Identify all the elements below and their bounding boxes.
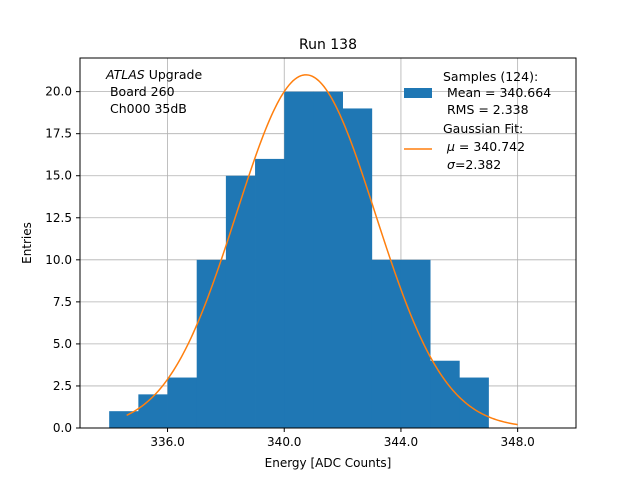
y-axis-ticks: 0.0 2.5 5.0 7.5 10.0 12.5 15.0 17.5 20.0 [45,85,80,435]
x-tick-label: 336.0 [150,435,184,449]
legend-samples-swatch [404,88,432,98]
svg-text:ATLAS Upgrade: ATLAS Upgrade [105,67,202,82]
annotation-channel: Ch000 35dB [106,101,187,116]
histogram-bar [371,259,402,428]
legend-samples-rms: RMS = 2.338 [443,102,529,117]
histogram-bar [284,91,314,429]
x-axis-ticks: 336.0 340.0 344.0 348.0 [150,428,535,449]
y-tick-label: 2.5 [53,379,72,393]
y-tick-label: 15.0 [45,169,72,183]
x-tick-label: 348.0 [500,435,534,449]
x-tick-label: 340.0 [267,435,301,449]
legend-fit-sigma-value: =2.382 [455,157,501,172]
annotation-atlas: ATLAS [105,67,145,82]
legend-samples-title: Samples (124): [443,69,538,84]
histogram-bar [109,411,139,428]
x-tick-label: 344.0 [384,435,418,449]
plot-frame [79,57,577,429]
histogram-bar [400,259,431,428]
histogram-bar [138,394,168,428]
y-tick-label: 0.0 [53,421,72,435]
legend: Samples (124): Mean = 340.664 RMS = 2.33… [404,69,551,172]
histogram-bar [167,377,198,428]
legend-fit-sigma-symbol: σ [447,157,456,172]
y-tick-label: 5.0 [53,337,72,351]
histogram-bars [109,91,489,429]
legend-fit-mu-value: = 340.742 [455,139,525,154]
histogram-bar [196,259,227,428]
annotation-upgrade: Upgrade [145,67,203,82]
svg-text:σ=2.382: σ=2.382 [447,157,501,172]
y-axis-label: Entries [20,222,34,264]
annotation-text: ATLAS Upgrade Board 260 Ch000 35dB [105,67,202,116]
histogram-bar [255,158,285,428]
annotation-board: Board 260 [106,84,175,99]
svg-text:μ = 340.742: μ = 340.742 [446,139,525,154]
chart-title: Run 138 [299,37,357,53]
y-tick-label: 20.0 [45,85,72,99]
histogram-bar [459,377,489,428]
histogram-bar [430,360,460,428]
x-axis-label: Energy [ADC Counts] [265,456,392,470]
legend-fit-mu-symbol: μ [446,139,455,154]
histogram-bar [225,175,256,428]
y-tick-label: 12.5 [45,211,72,225]
legend-samples-mean: Mean = 340.664 [443,85,551,100]
legend-fit-title: Gaussian Fit: [443,121,523,136]
y-tick-label: 17.5 [45,127,72,141]
histogram-bar [313,91,343,429]
y-tick-label: 7.5 [53,295,72,309]
gaussian-fit-line [126,74,518,426]
histogram-bar [342,108,373,429]
y-tick-label: 10.0 [45,253,72,267]
